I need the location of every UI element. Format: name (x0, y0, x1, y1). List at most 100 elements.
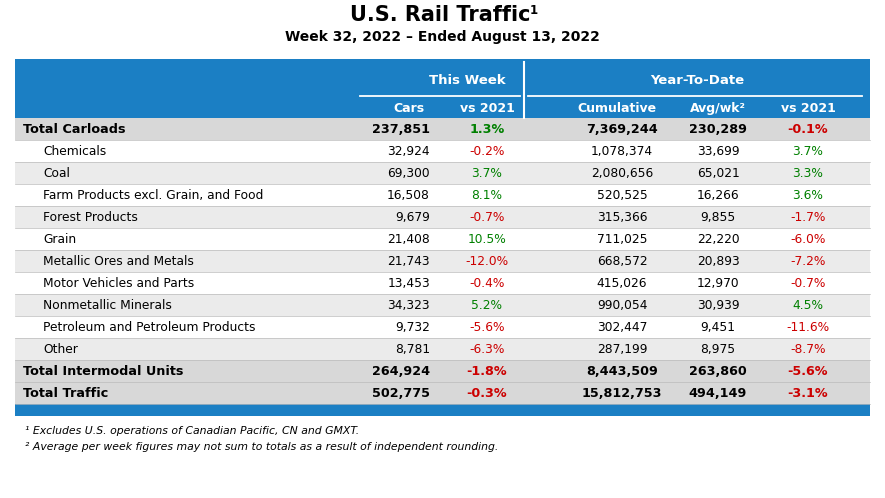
Text: 264,924: 264,924 (372, 365, 430, 377)
Text: Metallic Ores and Metals: Metallic Ores and Metals (43, 254, 194, 267)
Text: -6.0%: -6.0% (790, 233, 826, 246)
Text: Other: Other (43, 343, 78, 356)
Text: 16,508: 16,508 (387, 189, 430, 202)
Bar (15, 228, 870, 250)
Text: -1.8%: -1.8% (466, 365, 507, 377)
Text: 315,366: 315,366 (596, 211, 647, 224)
Text: Forest Products: Forest Products (43, 211, 138, 224)
Bar (15, 338, 870, 360)
Text: -0.7%: -0.7% (790, 276, 826, 289)
Text: 34,323: 34,323 (388, 298, 430, 312)
Text: 5.2%: 5.2% (472, 298, 503, 312)
Bar (15, 98, 870, 118)
Text: -5.6%: -5.6% (788, 365, 828, 377)
Text: 8,781: 8,781 (395, 343, 430, 356)
Text: 1,078,374: 1,078,374 (591, 144, 653, 157)
Text: Total Traffic: Total Traffic (23, 386, 108, 399)
Text: Avg/wk²: Avg/wk² (690, 102, 746, 115)
Text: 12,970: 12,970 (696, 276, 739, 289)
Text: ² Average per week figures may not sum to totals as a result of independent roun: ² Average per week figures may not sum t… (25, 442, 498, 452)
Text: 263,860: 263,860 (689, 365, 747, 377)
Text: 3.7%: 3.7% (793, 144, 823, 157)
Bar (15, 404, 870, 416)
Text: 3.7%: 3.7% (472, 166, 503, 179)
Text: U.S. Rail Traffic: U.S. Rail Traffic (350, 5, 531, 25)
Text: 230,289: 230,289 (689, 123, 747, 135)
Text: Petroleum and Petroleum Products: Petroleum and Petroleum Products (43, 321, 256, 334)
Text: 1: 1 (529, 4, 537, 17)
Bar (15, 250, 870, 272)
Text: Cumulative: Cumulative (577, 102, 657, 115)
Text: Total Carloads: Total Carloads (23, 123, 126, 135)
Text: 502,775: 502,775 (372, 386, 430, 399)
Text: Year-To-Date: Year-To-Date (650, 74, 744, 87)
Text: 3.3%: 3.3% (793, 166, 823, 179)
Text: 15,812,753: 15,812,753 (581, 386, 662, 399)
Text: 69,300: 69,300 (388, 166, 430, 179)
Text: 9,732: 9,732 (395, 321, 430, 334)
Text: 287,199: 287,199 (596, 343, 647, 356)
Text: -8.7%: -8.7% (790, 343, 826, 356)
Text: Farm Products excl. Grain, and Food: Farm Products excl. Grain, and Food (43, 189, 264, 202)
Bar (15, 206, 870, 228)
Text: 65,021: 65,021 (696, 166, 739, 179)
Text: Grain: Grain (43, 233, 76, 246)
Text: 8,975: 8,975 (700, 343, 735, 356)
Bar (15, 59, 870, 62)
Text: ¹ Excludes U.S. operations of Canadian Pacific, CN and GMXT.: ¹ Excludes U.S. operations of Canadian P… (25, 426, 359, 436)
Bar (15, 382, 870, 404)
Text: 520,525: 520,525 (596, 189, 647, 202)
Text: Week 32, 2022 – Ended August 13, 2022: Week 32, 2022 – Ended August 13, 2022 (285, 30, 600, 44)
Text: 302,447: 302,447 (596, 321, 647, 334)
Text: 32,924: 32,924 (388, 144, 430, 157)
Text: Chemicals: Chemicals (43, 144, 106, 157)
Text: 20,893: 20,893 (696, 254, 739, 267)
Bar (15, 294, 870, 316)
Text: 16,266: 16,266 (696, 189, 739, 202)
Text: 3.6%: 3.6% (793, 189, 823, 202)
Text: Coal: Coal (43, 166, 70, 179)
Text: 21,408: 21,408 (388, 233, 430, 246)
Text: 33,699: 33,699 (696, 144, 739, 157)
Text: 2,080,656: 2,080,656 (591, 166, 653, 179)
Text: 22,220: 22,220 (696, 233, 739, 246)
Text: 494,149: 494,149 (689, 386, 747, 399)
Text: 8,443,509: 8,443,509 (586, 365, 658, 377)
Text: 711,025: 711,025 (596, 233, 647, 246)
Text: Motor Vehicles and Parts: Motor Vehicles and Parts (43, 276, 194, 289)
Text: -0.3%: -0.3% (466, 386, 507, 399)
Bar (15, 140, 870, 162)
Text: 13,453: 13,453 (388, 276, 430, 289)
Bar (15, 360, 870, 382)
Bar (15, 162, 870, 184)
Text: -1.7%: -1.7% (790, 211, 826, 224)
Bar (15, 118, 870, 140)
Text: 7,369,244: 7,369,244 (586, 123, 658, 135)
Text: -0.4%: -0.4% (469, 276, 504, 289)
Text: 9,679: 9,679 (395, 211, 430, 224)
Text: 990,054: 990,054 (596, 298, 647, 312)
Text: 1.3%: 1.3% (469, 123, 504, 135)
Bar (15, 62, 870, 98)
Bar (15, 272, 870, 294)
Text: -11.6%: -11.6% (787, 321, 829, 334)
Text: 237,851: 237,851 (372, 123, 430, 135)
Text: -0.1%: -0.1% (788, 123, 828, 135)
Text: 9,855: 9,855 (700, 211, 735, 224)
Text: 9,451: 9,451 (701, 321, 735, 334)
Text: -0.2%: -0.2% (469, 144, 504, 157)
Text: -12.0%: -12.0% (466, 254, 509, 267)
Text: 4.5%: 4.5% (792, 298, 824, 312)
Text: 415,026: 415,026 (596, 276, 647, 289)
Bar (15, 316, 870, 338)
Text: 668,572: 668,572 (596, 254, 647, 267)
Text: 30,939: 30,939 (696, 298, 739, 312)
Text: -0.7%: -0.7% (469, 211, 504, 224)
Text: -3.1%: -3.1% (788, 386, 828, 399)
Text: Cars: Cars (394, 102, 425, 115)
Text: vs 2021: vs 2021 (459, 102, 514, 115)
Bar (15, 184, 870, 206)
Text: -5.6%: -5.6% (469, 321, 504, 334)
Text: Nonmetallic Minerals: Nonmetallic Minerals (43, 298, 172, 312)
Text: 10.5%: 10.5% (467, 233, 506, 246)
